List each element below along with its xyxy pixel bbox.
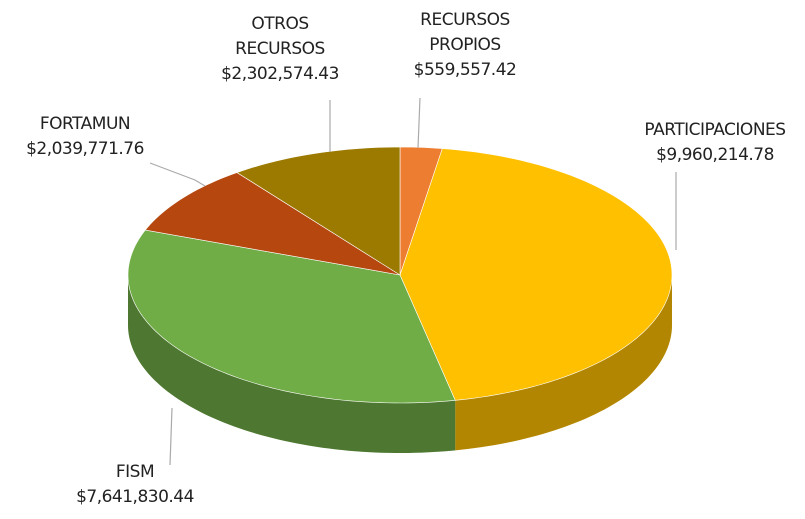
data-label: RECURSOS PROPIOS $559,557.42: [395, 8, 535, 83]
category-label: RECURSOS PROPIOS: [420, 10, 510, 55]
leader-line: [149, 162, 206, 187]
slice-side-shade: [455, 275, 672, 451]
category-label: FORTAMUN: [39, 114, 131, 134]
value-label: $2,302,574.43: [221, 64, 339, 84]
data-label: FORTAMUN $2,039,771.76: [0, 112, 170, 162]
category-label: PARTICIPACIONES: [644, 120, 786, 140]
data-label: PARTICIPACIONES $9,960,214.78: [615, 118, 805, 168]
slice: [127, 229, 456, 404]
value-label: $559,557.42: [413, 60, 517, 80]
data-label: FISM $7,641,830.44: [60, 460, 210, 510]
slice: [144, 172, 401, 276]
slice-side: [455, 275, 672, 451]
slice: [236, 146, 401, 276]
value-label: $7,641,830.44: [76, 487, 194, 507]
data-label: OTROS RECURSOS $2,302,574.43: [205, 12, 355, 87]
slice: [399, 148, 673, 401]
slice-side: [128, 275, 456, 453]
value-label: $9,960,214.78: [656, 145, 774, 165]
leader-line: [169, 407, 173, 466]
category-label: FISM: [115, 462, 155, 482]
value-label: $2,039,771.76: [26, 139, 144, 159]
leader-line: [417, 97, 421, 149]
slice-side-shade: [128, 275, 456, 453]
category-label: OTROS RECURSOS: [235, 14, 325, 59]
